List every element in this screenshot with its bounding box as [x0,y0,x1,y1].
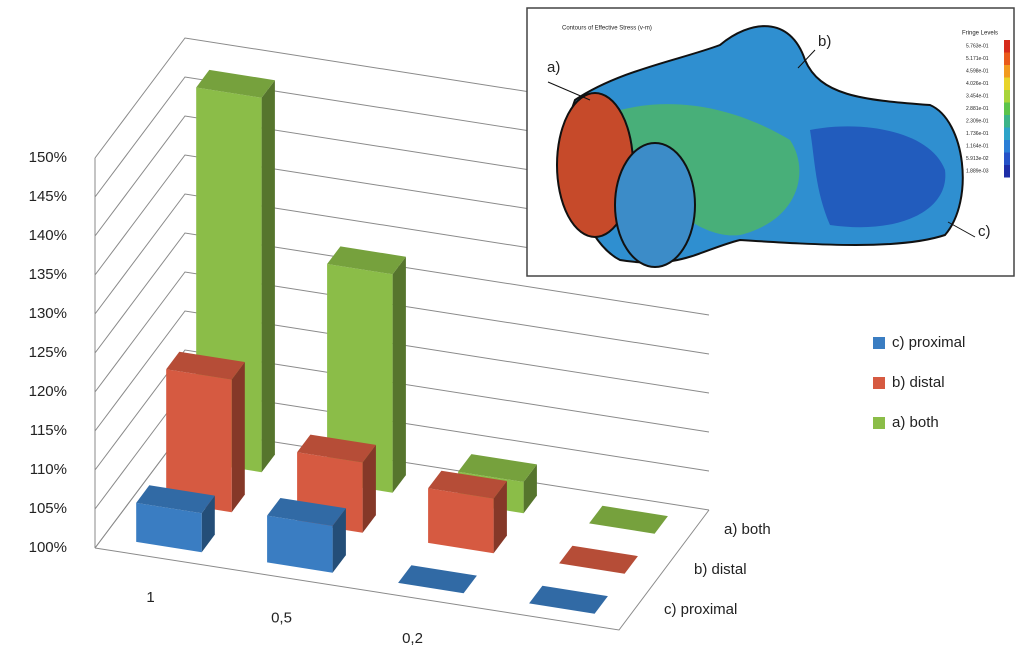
inset-label: a) [547,59,560,76]
y-tick-label: 150% [29,149,67,166]
inset-legend-title: Fringe Levels [962,31,998,37]
legend-label: c) proximal [892,334,965,351]
y-tick-label: 115% [30,422,67,439]
fringe-label: 1.889e-03 [966,168,989,174]
legend-label: a) both [892,414,939,431]
bar-side [262,80,275,472]
fringe-label: 5.763e-01 [966,43,989,49]
bar-top [529,586,608,614]
fringe-swatch [1004,40,1010,53]
bar-side [393,257,406,493]
fringe-label: 1.736e-01 [966,131,989,137]
legend-swatch [873,377,885,389]
bar [398,565,477,593]
y-tick-label: 145% [29,188,67,205]
fringe-swatch [1004,90,1010,103]
x-tick-label: 1 [146,589,154,606]
bar-front [428,488,494,553]
bar [267,498,346,573]
x-tick-label: 0,2 [402,630,423,647]
fringe-label: 4.026e-01 [966,81,989,87]
bar-top [589,506,668,534]
bar [136,485,215,552]
fringe-swatch [1004,65,1010,78]
chart: 100% 105% 110% 115% 120% 125% 130% 135% 140% 145%… [0,0,1018,648]
y-tick-label: 130% [29,305,67,322]
legend-swatch [873,417,885,429]
bar-side [232,362,245,512]
fringe-swatch [1004,128,1010,141]
y-tick-label: 135% [29,266,67,283]
fringe-label: 3.454e-01 [966,93,989,99]
fringe-swatch [1004,53,1010,66]
bar-top [398,565,477,593]
depth-tick-label: a) both [724,521,771,538]
fringe-swatch [1004,153,1010,166]
bar-top [559,546,638,574]
fringe-label: 2.309e-01 [966,118,989,124]
inset-label: b) [818,33,831,50]
depth-tick-label: c) proximal [664,601,737,618]
inset-label: c) [978,223,991,240]
fringe-label: 5.913e-02 [966,156,989,162]
fringe-swatch [1004,115,1010,128]
fringe-label: 4.598e-01 [966,68,989,74]
cut-section [615,143,695,267]
y-tick-label: 100% [29,539,67,556]
y-tick-label: 140% [29,227,67,244]
fringe-swatch [1004,140,1010,153]
bar [589,506,668,534]
inset-title: Contours of Effective Stress (v-m) [562,26,652,32]
fringe-swatch [1004,165,1010,178]
bar [559,546,638,574]
y-tick-label: 105% [29,500,67,517]
inset-image: a) b) c) Contours of Effective Stress (v… [527,8,1014,276]
fringe-swatch [1004,78,1010,91]
x-tick-label: 0,5 [271,610,292,627]
fringe-label: 2.881e-01 [966,106,989,112]
bar [166,352,245,513]
bar [529,586,608,614]
y-tick-label: 125% [29,344,67,361]
y-tick-label: 120% [29,383,67,400]
fringe-swatch [1004,103,1010,116]
legend-label: b) distal [892,374,945,391]
fringe-label: 5.171e-01 [966,56,989,62]
legend-swatch [873,337,885,349]
fringe-label: 1.164e-01 [966,143,989,149]
depth-tick-label: b) distal [694,561,747,578]
bar [428,471,507,554]
y-tick-label: 110% [30,461,67,478]
